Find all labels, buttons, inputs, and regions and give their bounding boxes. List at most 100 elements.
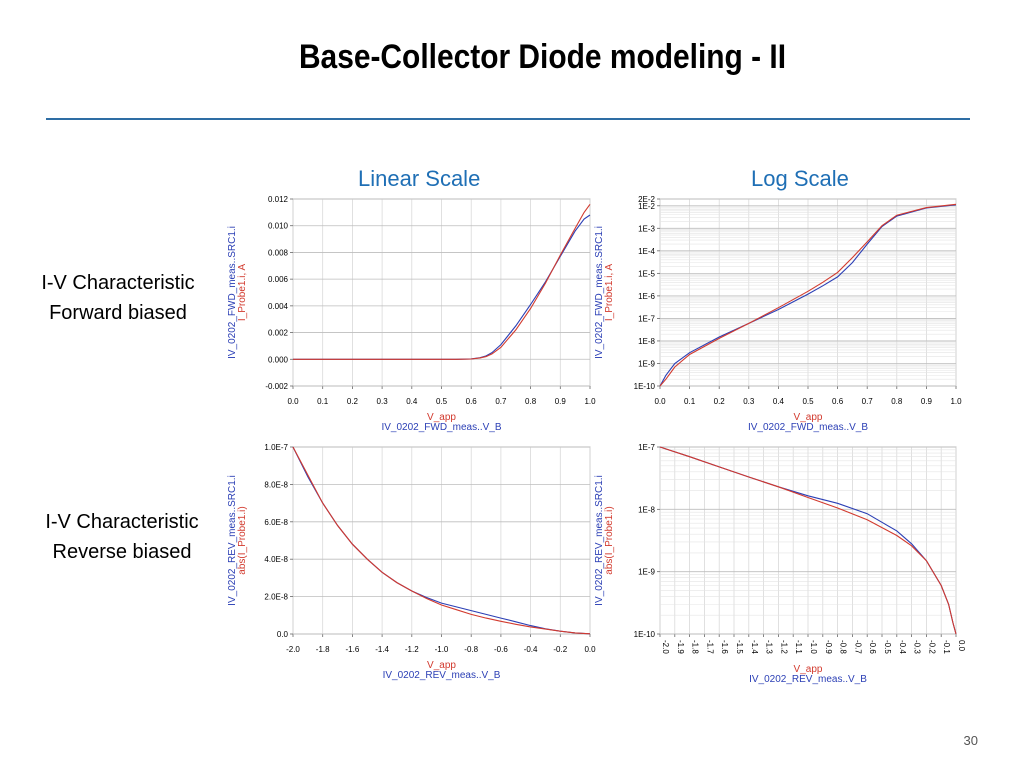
y-tick-label: 0.002 bbox=[268, 329, 289, 338]
chart-fwd_log: 0.0 0.1 0.2 0.3 0.4 0.5 0.6 0.7 0.8 0.9 1.0 1E-10 1E… bbox=[594, 195, 962, 433]
y-tick-label: 0.000 bbox=[268, 355, 289, 364]
x-tick-label: 0.8 bbox=[525, 397, 537, 406]
y-tick-label: 2E-2 bbox=[638, 195, 655, 204]
y-tick-label: 1E-8 bbox=[638, 505, 655, 514]
x-tick-label: 1.0 bbox=[950, 397, 962, 406]
chart-fwd_lin: 0.0 0.1 0.2 0.3 0.4 0.5 0.6 0.7 0.8 0.9 1.0 -0.002 0… bbox=[227, 195, 596, 433]
title-divider bbox=[46, 118, 970, 120]
x-tick-label: 0.0 bbox=[957, 640, 966, 652]
page-number: 30 bbox=[963, 733, 978, 748]
y-tick-label: 1E-10 bbox=[634, 382, 656, 391]
x-tick-label: -1.0 bbox=[435, 645, 449, 654]
series-measured-line bbox=[659, 204, 957, 387]
x-tick-label: 0.7 bbox=[495, 397, 507, 406]
x-tick-label: -1.6 bbox=[720, 640, 729, 654]
x-tick-label: -2.0 bbox=[661, 640, 670, 654]
x-axis-sublabel: IV_0202_REV_meas..V_B bbox=[749, 674, 867, 685]
x-tick-label: 0.9 bbox=[921, 397, 933, 406]
y-tick-label: 6.0E-8 bbox=[264, 518, 288, 527]
x-tick-label: -1.8 bbox=[316, 645, 330, 654]
x-tick-label: 0.2 bbox=[347, 397, 359, 406]
x-tick-label: 0.1 bbox=[684, 397, 696, 406]
y-tick-label: 0.006 bbox=[268, 275, 289, 284]
x-axis-sublabel: IV_0202_REV_meas..V_B bbox=[383, 670, 501, 681]
y-tick-label: -0.002 bbox=[265, 382, 288, 391]
x-tick-label: -0.3 bbox=[913, 640, 922, 654]
y-tick-label: 1.0E-7 bbox=[264, 443, 288, 452]
x-tick-label: -1.0 bbox=[809, 640, 818, 654]
x-tick-label: 0.1 bbox=[317, 397, 329, 406]
y-tick-label: 1E-5 bbox=[638, 269, 655, 278]
x-tick-label: -0.2 bbox=[553, 645, 567, 654]
x-axis-label: V_app bbox=[427, 660, 456, 671]
row-label-forward-line2: Forward biased bbox=[49, 302, 187, 324]
x-tick-label: -1.9 bbox=[676, 640, 685, 654]
column-heading-linear: Linear Scale bbox=[358, 166, 481, 191]
x-axis-sublabel: IV_0202_FWD_meas..V_B bbox=[381, 422, 501, 433]
x-tick-label: -1.2 bbox=[405, 645, 419, 654]
x-axis-sublabel: IV_0202_FWD_meas..V_B bbox=[748, 422, 868, 433]
chart-rev_lin: -2.0 -1.8 -1.6 -1.4 -1.2 -1.0 -0.8 -0.6 -0.4 -0.2… bbox=[227, 443, 596, 681]
y-axis-label: IV_0202_REV_meas..SRC1.i bbox=[227, 475, 238, 606]
y-tick-label: 2.0E-8 bbox=[264, 593, 288, 602]
y-axis-label-2: I_Probe1.i, A bbox=[237, 264, 248, 322]
x-tick-label: 0.3 bbox=[377, 397, 389, 406]
y-tick-label: 0.004 bbox=[268, 302, 289, 311]
x-tick-label: 0.5 bbox=[436, 397, 448, 406]
series-model-line bbox=[659, 446, 957, 635]
x-tick-label: 0.9 bbox=[555, 397, 567, 406]
y-tick-label: 0.010 bbox=[268, 222, 289, 231]
x-tick-label: -1.3 bbox=[765, 640, 774, 654]
row-label-forward: I-V Characteristic Forward biased bbox=[13, 268, 223, 328]
x-tick-label: -0.1 bbox=[942, 640, 951, 654]
column-heading-log: Log Scale bbox=[751, 166, 849, 191]
row-label-reverse-line2: Reverse biased bbox=[52, 541, 192, 563]
y-tick-label: 1E-2 bbox=[638, 202, 655, 211]
slide-title: Base-Collector Diode modeling - II bbox=[298, 38, 787, 76]
y-tick-label: 0.008 bbox=[268, 248, 289, 257]
y-axis-label: IV_0202_REV_meas..SRC1.i bbox=[594, 475, 605, 606]
x-tick-label: -1.1 bbox=[794, 640, 803, 654]
y-tick-label: 1E-10 bbox=[634, 630, 656, 639]
x-tick-label: -0.5 bbox=[883, 640, 892, 654]
y-axis-label-2: I_Probe1.i, A bbox=[604, 264, 615, 322]
series-model-line bbox=[292, 446, 591, 635]
x-tick-label: -1.2 bbox=[779, 640, 788, 654]
x-tick-label: -0.6 bbox=[868, 640, 877, 654]
y-tick-label: 1E-7 bbox=[638, 314, 655, 323]
row-label-reverse: I-V Characteristic Reverse biased bbox=[17, 507, 227, 567]
y-tick-label: 4.0E-8 bbox=[264, 555, 288, 564]
x-tick-label: -0.7 bbox=[853, 640, 862, 654]
x-tick-label: 0.0 bbox=[584, 645, 596, 654]
y-tick-label: 1E-8 bbox=[638, 337, 655, 346]
x-axis-label: V_app bbox=[794, 412, 823, 423]
row-label-reverse-line1: I-V Characteristic bbox=[45, 511, 199, 533]
y-tick-label: 1E-7 bbox=[638, 443, 655, 452]
x-tick-label: -1.4 bbox=[375, 645, 389, 654]
y-tick-label: 0.012 bbox=[268, 195, 289, 204]
x-tick-label: -0.8 bbox=[464, 645, 478, 654]
x-tick-label: 0.0 bbox=[654, 397, 666, 406]
x-tick-label: -0.4 bbox=[898, 640, 907, 654]
x-tick-label: -0.2 bbox=[927, 640, 936, 654]
y-tick-label: 1E-6 bbox=[638, 292, 655, 301]
x-tick-label: -1.7 bbox=[705, 640, 714, 654]
x-tick-label: -1.8 bbox=[691, 640, 700, 654]
x-axis-label: V_app bbox=[427, 412, 456, 423]
y-tick-label: 1E-3 bbox=[638, 224, 655, 233]
y-axis-label-2: abs(I_Probe1.i) bbox=[237, 506, 248, 574]
x-tick-label: 0.0 bbox=[287, 397, 299, 406]
x-tick-label: 0.4 bbox=[773, 397, 785, 406]
y-axis-label-2: abs(I_Probe1.i) bbox=[604, 506, 615, 574]
y-tick-label: 1E-9 bbox=[638, 359, 655, 368]
series-model-line bbox=[293, 203, 591, 360]
y-tick-label: 8.0E-8 bbox=[264, 480, 288, 489]
x-tick-label: 0.4 bbox=[406, 397, 418, 406]
x-tick-label: -1.6 bbox=[346, 645, 360, 654]
y-axis-label: IV_0202_FWD_meas..SRC1.i bbox=[594, 226, 605, 359]
x-tick-label: 0.5 bbox=[802, 397, 814, 406]
y-axis-label: IV_0202_FWD_meas..SRC1.i bbox=[227, 226, 238, 359]
series-model-line bbox=[659, 203, 957, 387]
x-axis-label: V_app bbox=[794, 664, 823, 675]
